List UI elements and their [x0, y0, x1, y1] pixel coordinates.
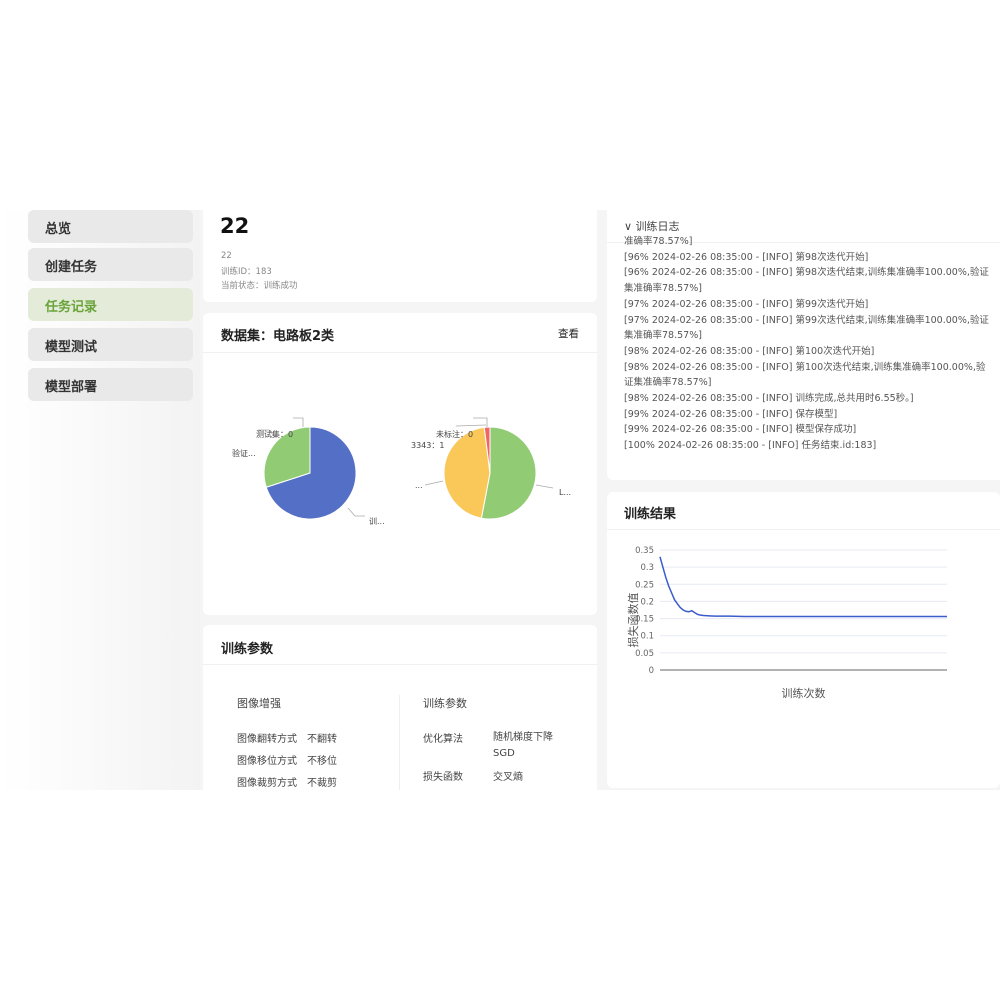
- y-axis-label: 损失函数值: [626, 593, 640, 648]
- log-line: [98% 2024-02-26 08:35:00 - [INFO] 第100次迭…: [624, 345, 875, 357]
- log-line: [97% 2024-02-26 08:35:00 - [INFO] 第99次迭代…: [624, 314, 989, 342]
- param-key: 优化算法: [423, 734, 463, 745]
- y-tick-label: 0.35: [635, 546, 654, 556]
- param-key: 图像翻转方式: [237, 734, 297, 745]
- aug-title: 图像增强: [237, 697, 281, 710]
- log-line: [98% 2024-02-26 08:35:00 - [INFO] 训练完成,总…: [624, 393, 914, 405]
- param-key: 图像移位方式: [237, 756, 297, 767]
- loss-line: [659, 556, 947, 618]
- param-key: 损失函数: [423, 772, 463, 783]
- log-line: [96% 2024-02-26 08:35:00 - [INFO] 第98次迭代…: [624, 267, 989, 295]
- pie2-label-b: ...: [415, 481, 423, 490]
- train-params-title: 训练参数: [423, 697, 467, 710]
- param-value: 交叉熵: [493, 772, 523, 783]
- pie-labels-slice[interactable]: [443, 426, 491, 519]
- label-leader: [473, 417, 488, 427]
- param-value: 不移位: [307, 756, 337, 767]
- label-leader: [455, 424, 487, 427]
- log-line: [99% 2024-02-26 08:35:00 - [INFO] 保存模型]: [624, 408, 838, 420]
- pie2-label-unlabeled: 未标注：0: [436, 430, 474, 439]
- result-title: 训练结果: [624, 507, 677, 522]
- chevron-down-icon: ∨: [624, 220, 633, 233]
- param-value: 随机梯度下降SGD: [493, 732, 553, 759]
- sidebar-item-task-records[interactable]: 任务记录: [28, 288, 193, 321]
- log-line: 准确率78.57%]: [624, 236, 693, 247]
- pie-split-slice[interactable]: [265, 426, 357, 520]
- task-title: 22: [220, 214, 250, 238]
- y-tick-label: 0.05: [635, 649, 654, 659]
- pie-split-slice[interactable]: [263, 426, 311, 488]
- loss-chart: 0 0.05 0.1 0.15 0.2 0.25 0.3 0.35 训练次数 损失函数值: [626, 546, 947, 700]
- param-value: 不裁剪: [307, 778, 337, 789]
- label-leader: [424, 480, 444, 486]
- task-name: 22: [221, 251, 232, 261]
- app: 总览 创建任务 任务记录 模型测试 模型部署 22 22 训练ID：183 当前…: [0, 210, 1000, 790]
- y-tick-label: 0.2: [640, 597, 654, 607]
- log-title: 训练日志: [635, 220, 680, 233]
- sidebar-item-create-task[interactable]: 创建任务: [28, 248, 193, 281]
- pie1-label-test: 测试集：0: [256, 430, 294, 439]
- pie2-label-l: L...: [559, 488, 572, 497]
- sidebar: 总览 创建任务 任务记录 模型测试 模型部署: [0, 210, 200, 790]
- result-card: 训练结果 0 0.05 0.1 0.15 0.2 0.25 0.3 0.35 训练次数 损失函数值: [607, 492, 1000, 788]
- params-title: 训练参数: [221, 642, 274, 657]
- y-tick-label: 0: [649, 666, 654, 676]
- param-key: 图像裁剪方式: [237, 778, 297, 789]
- log-card: ∨ 训练日志 准确率78.57%] [96% 2024-02-26 08:35:0…: [607, 210, 1000, 480]
- log-line: [100% 2024-02-26 08:35:00 - [INFO] 任务结束.…: [624, 440, 877, 452]
- y-tick-label: 0.3: [640, 563, 654, 573]
- params-card: 训练参数 图像增强 图像翻转方式 不翻转 图像移位方式 不移位 图像裁剪方式 不…: [203, 625, 597, 790]
- dataset-pies: [258, 417, 554, 520]
- dataset-card: 数据集：电路板2类 查看 测试集：0 验证... 训... 未标注：0 3343…: [203, 313, 597, 615]
- pie-labels-slice[interactable]: [483, 426, 491, 474]
- log-list: 准确率78.57%] [96% 2024-02-26 08:35:00 - [IN…: [624, 236, 994, 454]
- label-leader: [258, 429, 276, 438]
- param-value: 不翻转: [307, 734, 337, 745]
- sidebar-item-overview[interactable]: 总览: [28, 210, 193, 243]
- pie1-label-train: 训...: [369, 517, 385, 526]
- pie2-label-3343: 3343：1: [411, 441, 445, 450]
- pie1-label-val: 验证...: [232, 449, 256, 458]
- dataset-title: 数据集：电路板2类: [221, 329, 335, 344]
- log-line: [96% 2024-02-26 08:35:00 - [INFO] 第98次迭代…: [624, 251, 869, 263]
- log-line: [97% 2024-02-26 08:35:00 - [INFO] 第99次迭代…: [624, 298, 869, 310]
- sidebar-item-model-deploy[interactable]: 模型部署: [28, 368, 193, 401]
- train-id: 训练ID：183: [221, 267, 272, 277]
- pie-labels-slice[interactable]: [480, 426, 537, 520]
- y-tick-label: 0.25: [635, 580, 654, 590]
- log-line: [98% 2024-02-26 08:35:00 - [INFO] 第100次迭…: [624, 361, 986, 389]
- log-toggle[interactable]: ∨ 训练日志: [624, 218, 680, 234]
- y-tick-label: 0.15: [635, 615, 654, 625]
- label-leader: [347, 507, 365, 517]
- view-dataset-link[interactable]: 查看: [558, 328, 579, 340]
- x-axis-label: 训练次数: [782, 686, 826, 700]
- y-tick-label: 0.1: [640, 632, 654, 642]
- log-line: [99% 2024-02-26 08:35:00 - [INFO] 模型保存成功…: [624, 424, 857, 436]
- task-status: 当前状态：训练成功: [221, 281, 298, 291]
- task-card: 22 22 训练ID：183 当前状态：训练成功: [203, 210, 597, 302]
- sidebar-item-model-test[interactable]: 模型测试: [28, 328, 193, 361]
- label-leader: [535, 484, 554, 489]
- label-leader: [293, 417, 304, 427]
